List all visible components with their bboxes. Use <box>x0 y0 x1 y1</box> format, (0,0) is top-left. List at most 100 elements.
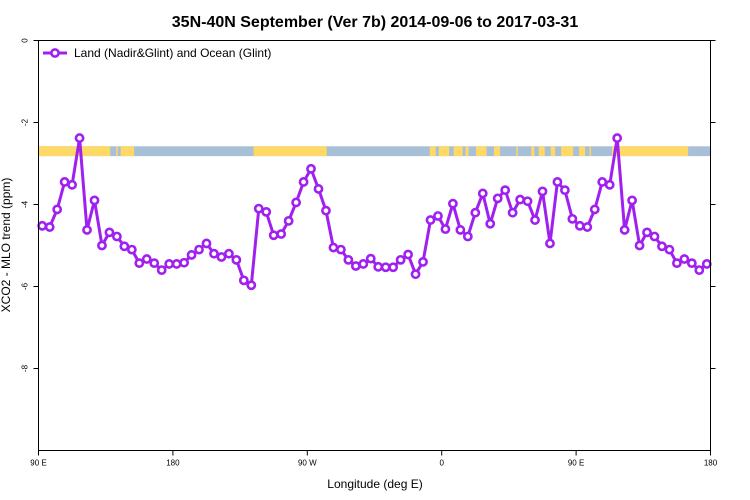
y-axis-label: XCO2 - MLO trend (ppm) <box>0 178 13 313</box>
data-point <box>679 254 690 264</box>
data-point <box>500 185 511 196</box>
data-point <box>686 258 697 269</box>
land-ocean-band <box>38 146 711 157</box>
data-point <box>141 254 152 264</box>
data-point <box>560 185 570 196</box>
data-point <box>612 133 623 143</box>
data-point <box>306 163 316 174</box>
data-point <box>261 206 272 217</box>
data-point <box>328 242 339 253</box>
data-point <box>209 248 219 259</box>
data-point <box>582 222 593 232</box>
data-point <box>642 227 652 238</box>
data-point <box>672 258 682 269</box>
data-point <box>433 211 443 221</box>
data-point <box>74 133 85 143</box>
data-point <box>298 177 309 187</box>
land-segment <box>493 146 500 157</box>
data-point <box>335 244 346 255</box>
legend-marker <box>50 48 60 58</box>
data-point <box>171 259 182 269</box>
chart-title: 35N-40N September (Ver 7b) 2014-09-06 to… <box>172 14 579 31</box>
data-point <box>589 204 600 215</box>
data-point <box>321 205 331 216</box>
data-point <box>515 194 525 205</box>
data-point <box>238 275 249 286</box>
data-point <box>126 244 137 255</box>
data-point <box>37 220 48 231</box>
data-point <box>418 256 428 267</box>
data-point <box>104 227 115 238</box>
data-point <box>485 218 496 229</box>
data-point <box>358 259 369 269</box>
data-point <box>545 238 555 249</box>
data-point <box>216 252 227 262</box>
data-point <box>574 220 585 231</box>
legend-label: Land (Nadir&Glint) and Ocean (Glint) <box>74 46 271 60</box>
data-point <box>440 224 451 234</box>
land-segment <box>453 146 463 157</box>
ocean-band <box>38 146 711 157</box>
data-point <box>619 225 630 235</box>
data-point <box>164 259 175 269</box>
data-point <box>470 207 481 218</box>
land-segment <box>531 146 535 157</box>
data-point <box>112 231 122 242</box>
data-point <box>597 177 608 187</box>
data-point <box>67 179 77 190</box>
data-point <box>447 198 458 209</box>
land-segment <box>579 146 586 157</box>
plot-frame <box>38 40 711 451</box>
data-point <box>313 184 324 194</box>
data-point <box>201 238 212 249</box>
data-point <box>552 177 563 187</box>
x-axis-label: Longitude (deg E) <box>327 477 422 491</box>
x-tick-label: 0 <box>439 459 444 468</box>
data-point <box>59 177 70 187</box>
data-point <box>380 262 391 273</box>
data-point <box>395 254 406 265</box>
data-point <box>425 215 436 225</box>
data-point <box>657 241 667 252</box>
data-point <box>52 204 63 215</box>
land-segment <box>476 146 487 157</box>
data-point <box>537 186 548 197</box>
land-segment <box>38 146 111 157</box>
data-point <box>373 261 384 272</box>
data-point <box>97 240 107 251</box>
data-point <box>156 265 167 275</box>
land-segment <box>465 146 469 157</box>
land-segment <box>116 146 118 157</box>
data-point <box>223 248 234 259</box>
data-point <box>283 215 294 226</box>
x-tick-label: 180 <box>704 459 718 468</box>
data-point <box>649 231 660 242</box>
x-tick-label: 90 W <box>298 459 317 468</box>
land-segment <box>120 146 124 157</box>
data-point <box>634 240 645 251</box>
land-segment <box>123 146 135 157</box>
series-layer <box>37 133 712 291</box>
data-point <box>343 254 354 265</box>
legend: Land (Nadir&Glint) and Ocean (Glint) <box>43 46 271 60</box>
x-axis: 90 E 180 90 W 0 90 E 180 <box>30 450 718 468</box>
data-point <box>522 196 533 207</box>
x-tick-label: 90 E <box>568 459 584 468</box>
land-segment <box>589 146 592 157</box>
data-point <box>44 222 55 232</box>
y-tick-label: -6 <box>21 282 30 290</box>
data-point <box>194 244 204 255</box>
data-point <box>701 259 712 269</box>
data-point <box>350 261 361 271</box>
data-point <box>268 230 279 241</box>
data-point <box>365 253 376 264</box>
land-segment <box>561 146 574 157</box>
data-point <box>492 193 503 204</box>
data-point <box>410 269 421 280</box>
data-point <box>119 241 130 252</box>
data-point <box>134 258 145 269</box>
data-point <box>530 215 540 225</box>
y-tick-label: -2 <box>21 118 30 126</box>
data-point <box>388 262 399 273</box>
